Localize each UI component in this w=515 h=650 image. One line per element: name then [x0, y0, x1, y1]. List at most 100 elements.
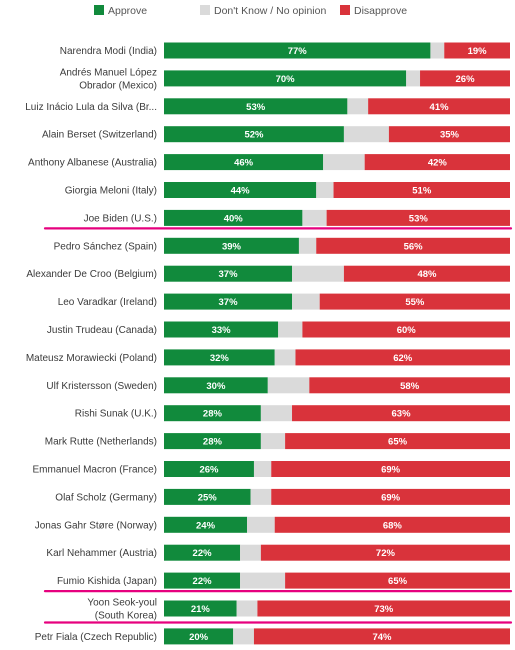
- category-label: Ulf Kristersson (Sweden): [46, 381, 157, 392]
- highlight-underlines: [43, 227, 513, 624]
- bar-no-opinion: [250, 488, 272, 505]
- bar-disapprove: [285, 433, 510, 450]
- category-label: Emmanuel Macron (France): [33, 465, 157, 476]
- disapprove-value-label: 63%: [392, 409, 412, 420]
- bar-no-opinion: [240, 544, 261, 561]
- disapprove-value-label: 56%: [404, 241, 424, 252]
- bar-row-olaf-scholz-germany: Olaf Scholz (Germany) 25% 69%: [55, 488, 510, 505]
- approve-value-label: 22%: [193, 548, 213, 559]
- bar-no-opinion: [347, 98, 369, 115]
- bar-approve: [164, 126, 344, 143]
- bar-disapprove: [295, 349, 510, 366]
- approve-value-label: 28%: [203, 409, 223, 420]
- bar-no-opinion: [298, 237, 317, 254]
- bar-approve: [164, 349, 275, 366]
- bar-disapprove: [253, 628, 510, 645]
- disapprove-value-label: 69%: [381, 465, 401, 476]
- approve-value-label: 32%: [210, 353, 230, 364]
- bar-disapprove: [364, 154, 510, 171]
- category-label: Andrés Manuel López Obrador (Mexico): [60, 67, 157, 91]
- approve-value-label: 40%: [224, 213, 244, 224]
- bar-no-opinion: [233, 628, 254, 645]
- bar-no-opinion: [236, 600, 258, 617]
- bar-row-mark-rutte-netherlands: Mark Rutte (Netherlands) 28% 65%: [45, 433, 510, 450]
- bar-no-opinion: [430, 42, 445, 59]
- bar-approve: [164, 600, 237, 617]
- legend-label-approve: Approve: [108, 5, 147, 17]
- bar-row-pedro-sanchez-spain: Pedro Sánchez (Spain) 39% 56%: [54, 237, 510, 254]
- bar-approve: [164, 321, 279, 338]
- bar-row-narendra-modi-india: Narendra Modi (India) 77% 19%: [60, 42, 510, 59]
- category-label: Anthony Albanese (Australia): [28, 158, 157, 169]
- category-label: Olaf Scholz (Germany): [55, 492, 157, 503]
- bar-row-yoon-seok-youl-south-korea: Yoon Seok-youl (South Korea) 21% 73%: [87, 598, 510, 622]
- bar-row-justin-trudeau-canada: Justin Trudeau (Canada) 33% 60%: [47, 321, 510, 338]
- approve-value-label: 46%: [234, 158, 254, 169]
- legend-swatch-approve: [94, 5, 104, 15]
- approve-value-label: 22%: [193, 576, 213, 587]
- bar-approve: [164, 433, 261, 450]
- bar-approve: [164, 265, 293, 282]
- bar-row-rishi-sunak-u-k: Rishi Sunak (U.K.) 28% 63%: [75, 405, 510, 422]
- bar-disapprove: [271, 461, 510, 477]
- disapprove-value-label: 55%: [405, 297, 425, 308]
- bar-approve: [164, 405, 261, 422]
- bar-row-ulf-kristersson-sweden: Ulf Kristersson (Sweden) 30% 58%: [46, 377, 510, 394]
- bar-no-opinion: [302, 209, 327, 226]
- bar-approve: [164, 154, 324, 171]
- bar-no-opinion: [343, 126, 389, 143]
- bar-row-anthony-albanese-australia: Anthony Albanese (Australia) 46% 42%: [28, 154, 510, 171]
- bar-no-opinion: [292, 293, 320, 310]
- bar-disapprove: [302, 321, 510, 338]
- category-label: Jonas Gahr Støre (Norway): [35, 520, 157, 531]
- approve-value-label: 37%: [219, 269, 239, 280]
- bar-no-opinion: [274, 349, 296, 366]
- disapprove-value-label: 42%: [428, 158, 448, 169]
- approve-value-label: 44%: [231, 186, 251, 197]
- bar-row-alexander-de-croo-belgium: Alexander De Croo (Belgium) 37% 48%: [26, 265, 510, 282]
- disapprove-value-label: 65%: [388, 576, 408, 587]
- legend-swatch-disapprove: [340, 5, 350, 15]
- disapprove-value-label: 41%: [430, 102, 450, 113]
- disapprove-value-label: 74%: [372, 632, 392, 643]
- bar-no-opinion: [240, 572, 286, 589]
- bar-approve: [164, 377, 268, 394]
- bar-no-opinion: [253, 461, 272, 477]
- bar-row-alain-berset-switzerland: Alain Berset (Switzerland) 52% 35%: [42, 126, 510, 143]
- bar-disapprove: [274, 516, 510, 533]
- category-label: Joe Biden (U.S.): [84, 213, 157, 224]
- bar-disapprove: [285, 572, 510, 589]
- bar-no-opinion: [406, 70, 421, 87]
- bar-row-fumio-kishida-japan: Fumio Kishida (Japan) 22% 65%: [57, 572, 510, 589]
- disapprove-value-label: 26%: [456, 74, 476, 85]
- disapprove-value-label: 65%: [388, 437, 408, 448]
- bar-approve: [164, 488, 251, 505]
- bar-rows: Narendra Modi (India) 77% 19% Andrés Manuel…: [25, 42, 510, 645]
- bar-disapprove: [343, 265, 510, 282]
- bar-row-joe-biden-u-s: Joe Biden (U.S.) 40% 53%: [84, 209, 510, 226]
- approve-value-label: 25%: [198, 492, 218, 503]
- bar-approve: [164, 237, 299, 254]
- disapprove-value-label: 60%: [397, 325, 417, 336]
- bar-no-opinion: [247, 516, 275, 533]
- legend-label-disapprove: Disapprove: [354, 5, 407, 17]
- disapprove-value-label: 62%: [393, 353, 413, 364]
- bar-row-giorgia-meloni-italy: Giorgia Meloni (Italy) 44% 51%: [65, 182, 510, 198]
- disapprove-value-label: 73%: [374, 604, 394, 615]
- bar-approve: [164, 516, 248, 533]
- bar-no-opinion: [323, 154, 365, 171]
- category-label: Mark Rutte (Netherlands): [45, 437, 157, 448]
- bar-disapprove: [316, 237, 510, 254]
- approve-value-label: 33%: [212, 325, 232, 336]
- bar-disapprove: [309, 377, 510, 394]
- bar-no-opinion: [278, 321, 303, 338]
- chart-legend: Approve Don't Know / No opinion Disapprove: [94, 5, 407, 17]
- category-label: Yoon Seok-youl (South Korea): [87, 598, 157, 622]
- disapprove-value-label: 48%: [417, 269, 437, 280]
- bar-disapprove: [260, 544, 510, 561]
- approve-value-label: 52%: [244, 130, 264, 141]
- bar-disapprove: [333, 182, 510, 198]
- approve-value-label: 21%: [191, 604, 211, 615]
- category-label: Petr Fiala (Czech Republic): [35, 632, 157, 643]
